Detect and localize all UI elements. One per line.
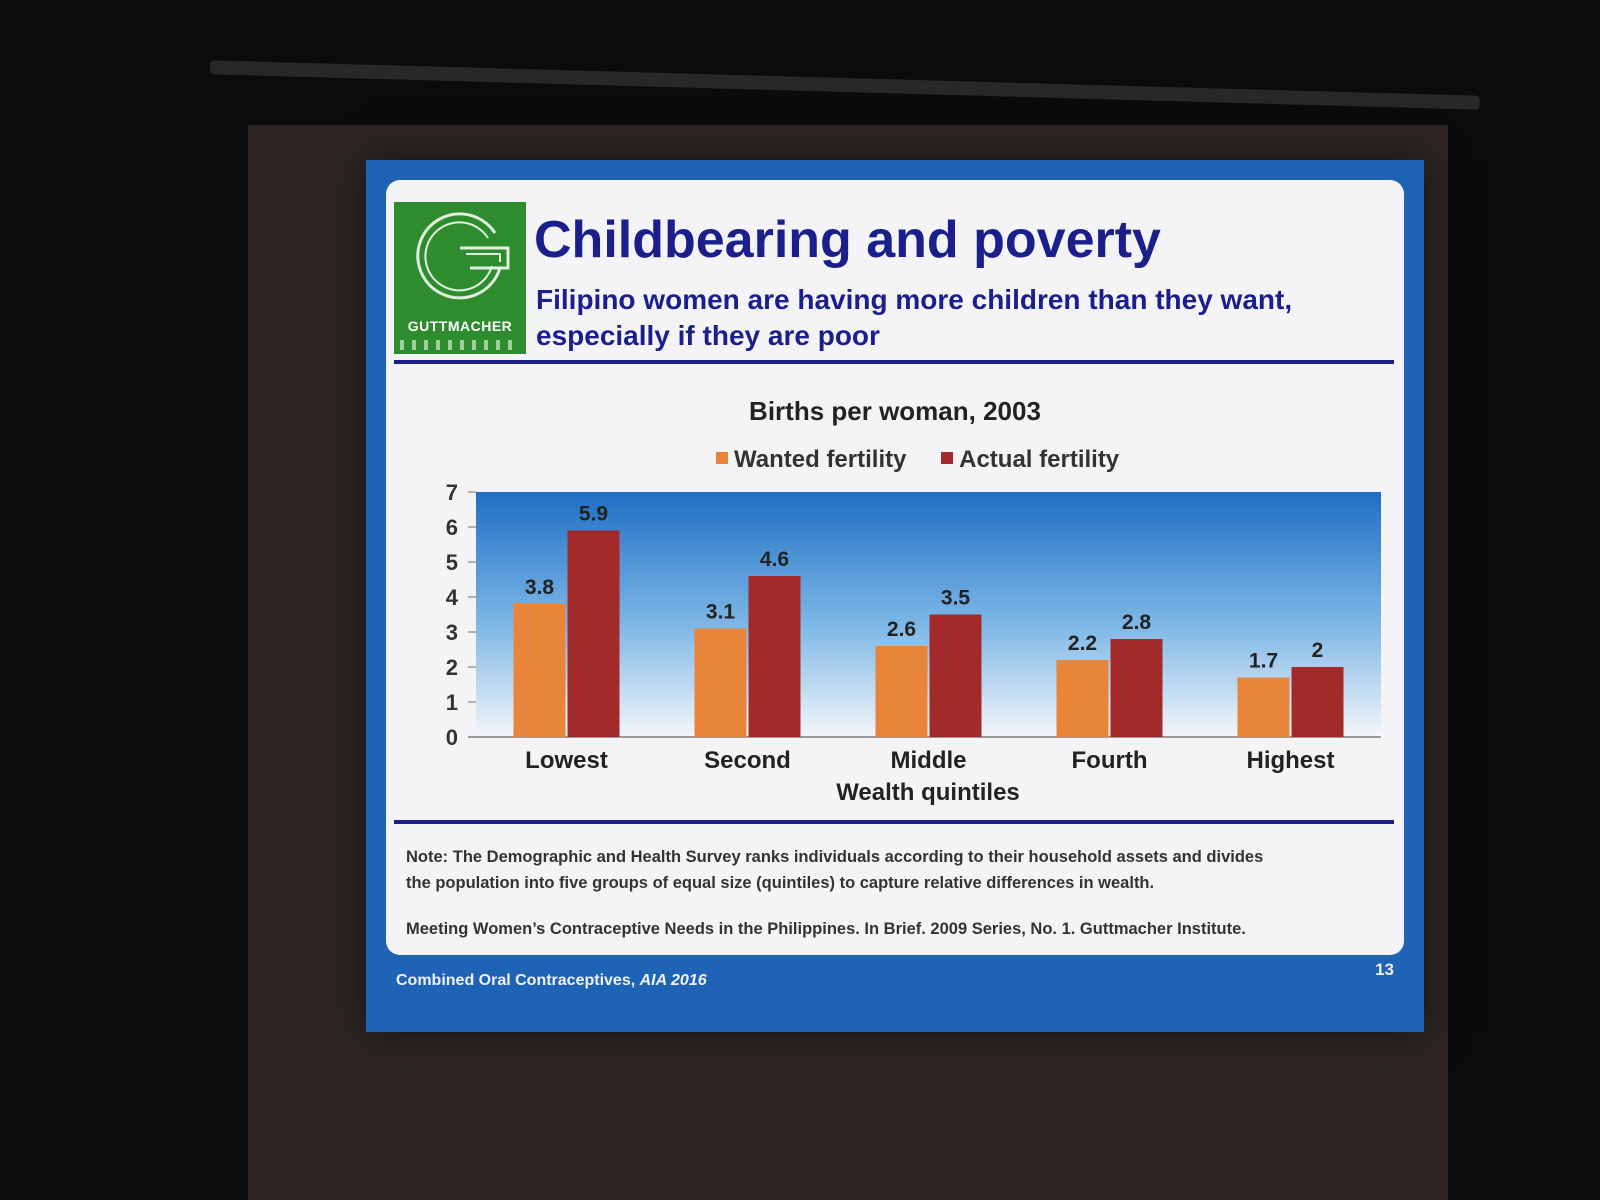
bar-actual-fertility [748,576,801,737]
legend-label-wanted: Wanted fertility [734,446,907,473]
bar-wanted-fertility [694,628,747,737]
y-tick-label: 3 [446,620,458,645]
bar-actual-fertility [1110,639,1163,737]
source-citation: Meeting Women’s Contraceptive Needs in t… [406,920,1246,938]
guttmacher-logo: GUTTMACHER [394,202,526,354]
slide-subtitle: Filipino women are having more children … [536,284,1293,351]
footer-divider [394,820,1394,824]
slide-footer: Combined Oral Contraceptives, AIA 2016 [396,972,707,990]
data-label: 3.8 [525,576,555,599]
screen-rod [210,60,1480,110]
legend-label-actual: Actual fertility [959,446,1120,473]
x-category-label: Highest [1246,747,1334,774]
footer-text: Combined Oral Contraceptives, [396,972,640,989]
plot-area [476,492,1381,737]
header-divider [394,360,1394,364]
legend-item-wanted: Wanted fertility [716,446,906,473]
logo-g-icon [416,212,510,300]
bar-wanted-fertility [875,646,928,737]
logo-text: GUTTMACHER [407,318,513,334]
chart-note: Note: The Demographic and Health Survey … [406,848,1264,892]
data-label: 2.8 [1122,611,1152,634]
legend-swatch-wanted [716,452,728,464]
x-category-label: Fourth [1072,747,1148,774]
y-tick-label: 2 [446,655,458,680]
data-label: 2.6 [887,618,916,641]
data-label: 2 [1312,639,1324,662]
legend-item-actual: Actual fertility [941,446,1119,473]
data-label: 4.6 [760,548,789,571]
data-label: 5.9 [579,503,608,526]
x-category-label: Second [704,747,791,774]
bar-actual-fertility [1291,667,1344,737]
bar-actual-fertility [929,614,982,737]
page-number: 13 [1375,960,1394,979]
bar-chart: 0 1 2 3 4 5 6 7 3.8 5.9 3.1 4.6 2.6 3.5 2.2 2.8 1.7 2 Lo… [446,480,1381,806]
y-tick-label: 0 [446,725,458,750]
footer-event: AIA 2016 [639,972,707,989]
bar-wanted-fertility [1237,677,1290,737]
y-tick-label: 7 [446,480,458,505]
legend-swatch-actual [941,452,954,464]
x-axis-title: Wealth quintiles [836,779,1020,806]
logo-sub-stripe [400,340,520,350]
chart-legend: Wanted fertility Actual fertility [716,446,1147,474]
bar-wanted-fertility [513,604,566,737]
x-category-label: Lowest [525,747,608,774]
chart-title: Births per woman, 2003 [749,396,1041,426]
slide-body: GUTTMACHER Childbearing and poverty Fili… [386,180,1404,955]
y-tick-label: 5 [446,550,458,575]
y-tick-label: 6 [446,515,458,540]
slide-title: Childbearing and poverty [534,211,1161,269]
slide: GUTTMACHER Childbearing and poverty Fili… [366,160,1424,1032]
x-category-label: Middle [891,747,967,774]
y-tick-label: 1 [446,690,458,715]
data-label: 2.2 [1068,632,1097,655]
bar-wanted-fertility [1056,660,1109,737]
bar-actual-fertility [567,530,620,737]
y-tick-label: 4 [446,585,459,610]
data-label: 3.1 [706,601,736,624]
data-label: 3.5 [941,587,971,610]
data-label: 1.7 [1249,650,1278,673]
